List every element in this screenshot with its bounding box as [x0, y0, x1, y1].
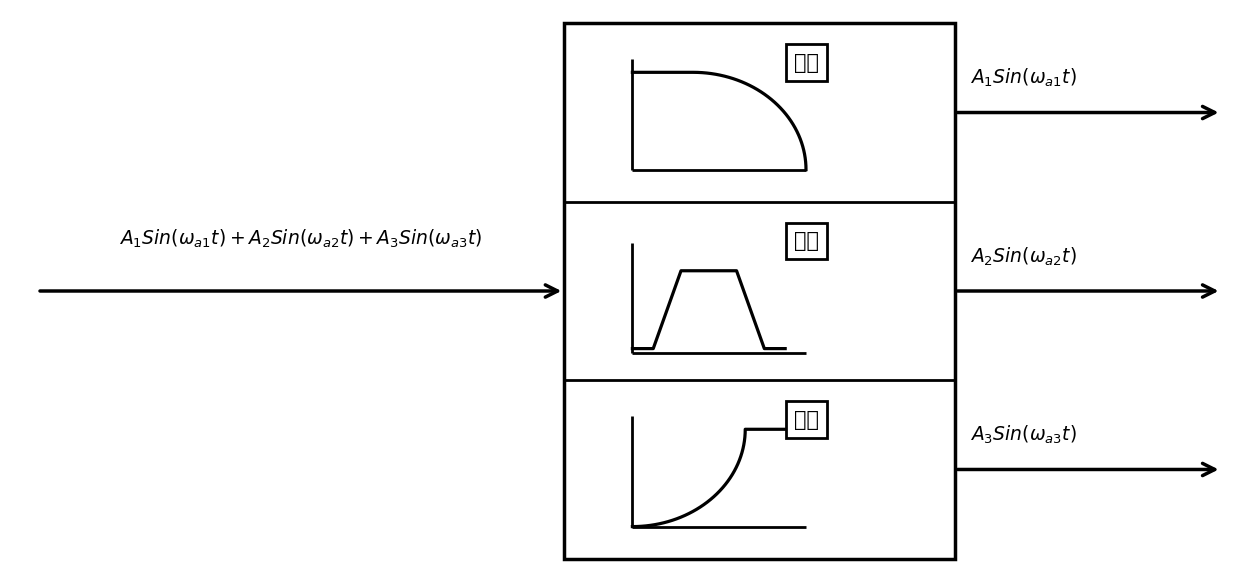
Text: $A_3Sin(\omega_{a3}t)$: $A_3Sin(\omega_{a3}t)$: [970, 424, 1076, 446]
Text: $A_1Sin(\omega_{a1}t) + A_2Sin(\omega_{a2}t) + A_3Sin(\omega_{a3}t)$: $A_1Sin(\omega_{a1}t) + A_2Sin(\omega_{a…: [119, 228, 482, 250]
Bar: [564, 23, 955, 559]
Text: $A_2Sin(\omega_{a2}t)$: $A_2Sin(\omega_{a2}t)$: [970, 246, 1076, 268]
Text: 低通: 低通: [794, 52, 818, 73]
Text: $A_1Sin(\omega_{a1}t)$: $A_1Sin(\omega_{a1}t)$: [970, 67, 1076, 89]
Text: 带通: 带通: [794, 231, 818, 251]
Text: 高通: 高通: [794, 410, 818, 430]
